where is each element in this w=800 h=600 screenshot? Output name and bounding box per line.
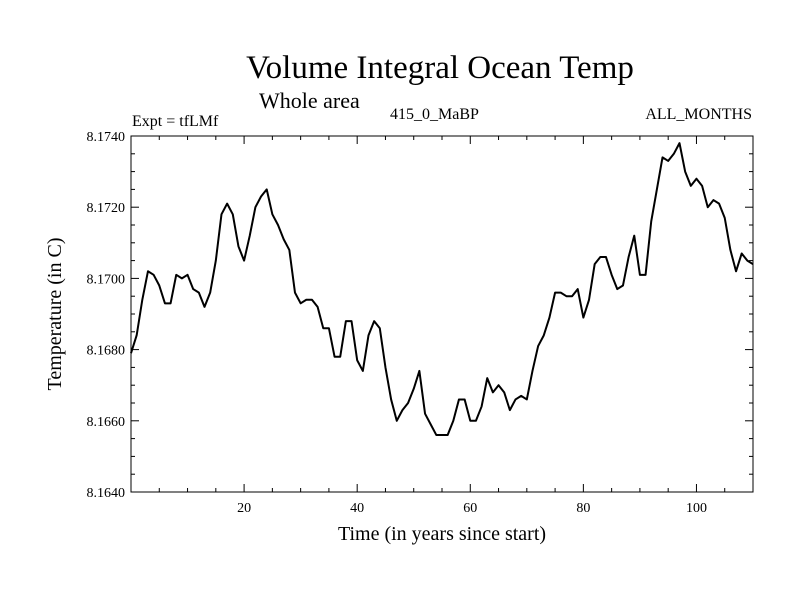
y-tick-label: 8.1680 [87, 344, 126, 359]
x-axis-label: Time (in years since start) [338, 523, 546, 545]
x-tick-label: 80 [576, 501, 590, 516]
y-tick-label: 8.1660 [87, 415, 126, 430]
run-label: 415_0_MaBP [390, 106, 479, 123]
y-tick-label: 8.1720 [87, 201, 126, 216]
plot-frame [130, 135, 754, 493]
x-tick-label: 20 [237, 501, 251, 516]
chart-subtitle: Whole area [259, 88, 360, 113]
y-tick-label: 8.1740 [87, 130, 126, 145]
y-tick-label: 8.1700 [87, 272, 126, 287]
x-tick-label: 40 [350, 501, 364, 516]
months-label: ALL_MONTHS [645, 106, 752, 123]
x-tick-label: 60 [463, 501, 477, 516]
x-tick-label: 100 [686, 501, 707, 516]
y-tick-label: 8.1640 [87, 486, 126, 501]
y-axis-label: Temperature (in C) [44, 238, 66, 391]
chart-title: Volume Integral Ocean Temp [246, 50, 634, 86]
experiment-label: Expt = tfLMf [132, 113, 219, 130]
temperature-series-line [130, 142, 754, 437]
